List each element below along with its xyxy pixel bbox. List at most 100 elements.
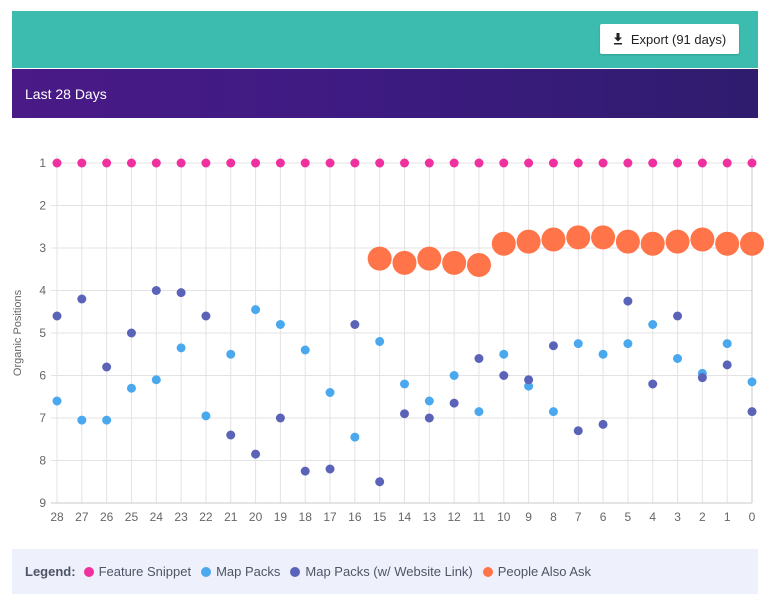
legend-title: Legend: [25, 564, 76, 579]
point-map-packs [722, 339, 732, 349]
point-feature-snippet [375, 158, 385, 168]
point-feature-snippet [673, 158, 683, 168]
point-feature-snippet [77, 158, 87, 168]
x-tick-label: 9 [525, 510, 532, 524]
x-tick-label: 22 [199, 510, 213, 524]
point-people-also-ask [591, 225, 616, 250]
x-tick-label: 26 [100, 510, 114, 524]
point-map-packs [375, 337, 385, 346]
point-feature-snippet [325, 158, 335, 168]
point-map-packs-w-website-link [201, 311, 211, 321]
x-tick-label: 21 [224, 510, 238, 524]
point-map-packs-w-website-link [548, 341, 558, 351]
point-people-also-ask [640, 231, 665, 256]
x-tick-label: 2 [699, 510, 706, 524]
point-map-packs [747, 377, 757, 387]
point-feature-snippet [648, 158, 658, 168]
point-map-packs [52, 396, 62, 406]
point-map-packs [251, 305, 261, 315]
x-tick-label: 0 [749, 510, 756, 524]
point-map-packs-w-website-link [251, 449, 261, 459]
point-feature-snippet [176, 158, 186, 168]
x-tick-label: 3 [674, 510, 681, 524]
period-header: Last 28 Days [12, 69, 758, 118]
point-map-packs-w-website-link [77, 294, 87, 304]
point-map-packs-w-website-link [375, 477, 385, 487]
point-map-packs [548, 407, 558, 417]
point-feature-snippet [275, 158, 285, 168]
export-button[interactable]: Export (91 days) [600, 24, 739, 54]
x-tick-label: 10 [497, 510, 511, 524]
point-map-packs [176, 343, 186, 353]
point-map-packs [474, 407, 484, 417]
x-tick-label: 16 [348, 510, 362, 524]
point-people-also-ask [392, 250, 417, 275]
point-feature-snippet [449, 158, 459, 168]
point-map-packs-w-website-link [52, 311, 62, 321]
point-people-also-ask [566, 225, 591, 250]
legend-item-feature-snippet[interactable]: Feature Snippet [83, 564, 191, 579]
point-map-packs-w-website-link [300, 466, 310, 476]
point-map-packs [325, 388, 335, 397]
point-feature-snippet [151, 158, 161, 168]
point-map-packs-w-website-link [648, 379, 658, 389]
point-map-packs-w-website-link [449, 398, 459, 408]
x-tick-label: 11 [473, 510, 486, 524]
point-feature-snippet [598, 158, 608, 168]
x-tick-label: 19 [274, 510, 288, 524]
point-map-packs-w-website-link [722, 360, 732, 370]
y-tick-label: 8 [39, 454, 46, 468]
y-tick-label: 9 [39, 496, 46, 510]
x-tick-label: 14 [398, 510, 412, 524]
x-tick-label: 27 [75, 510, 89, 524]
point-map-packs-w-website-link [325, 464, 335, 474]
point-map-packs [400, 379, 409, 389]
y-tick-label: 3 [39, 241, 46, 255]
point-people-also-ask [715, 231, 740, 256]
point-map-packs [598, 349, 608, 359]
point-map-packs-w-website-link [226, 430, 236, 440]
point-map-packs-w-website-link [400, 409, 409, 419]
point-map-packs-w-website-link [275, 413, 285, 423]
point-map-packs [499, 349, 509, 359]
point-people-also-ask [615, 229, 640, 254]
period-title: Last 28 Days [25, 86, 107, 102]
point-feature-snippet [226, 158, 236, 168]
point-map-packs [275, 320, 285, 329]
point-map-packs-w-website-link [747, 407, 757, 417]
point-feature-snippet [499, 158, 509, 168]
point-people-also-ask [367, 246, 392, 271]
point-map-packs [77, 415, 87, 425]
point-people-also-ask [466, 253, 491, 277]
point-map-packs [201, 411, 211, 421]
x-tick-label: 1 [724, 510, 731, 524]
x-tick-label: 8 [550, 510, 557, 524]
x-tick-label: 5 [625, 510, 632, 524]
point-map-packs [424, 396, 434, 406]
download-icon [613, 33, 622, 45]
legend-label: People Also Ask [497, 564, 591, 579]
point-map-packs [648, 320, 658, 329]
y-tick-label: 4 [39, 284, 46, 298]
point-feature-snippet [201, 158, 211, 168]
y-tick-label: 1 [39, 156, 46, 170]
point-map-packs-w-website-link [102, 362, 112, 372]
x-tick-label: 23 [174, 510, 188, 524]
point-map-packs [623, 339, 633, 349]
legend-item-map-packs[interactable]: Map Packs [201, 564, 280, 579]
point-feature-snippet [623, 158, 633, 168]
point-feature-snippet [424, 158, 434, 168]
legend-label: Map Packs [216, 564, 281, 579]
x-tick-label: 6 [600, 510, 607, 524]
chart-legend: Legend: Feature Snippet Map Packs Map Pack… [12, 549, 758, 594]
point-map-packs-w-website-link [697, 373, 707, 383]
point-people-also-ask [690, 227, 715, 252]
legend-label: Map Packs (w/ Website Link) [305, 564, 473, 579]
legend-item-people-also-ask[interactable]: People Also Ask [482, 564, 591, 579]
point-map-packs-w-website-link [598, 419, 608, 429]
legend-item-map-packs-w-website-link[interactable]: Map Packs (w/ Website Link) [290, 564, 473, 579]
point-feature-snippet [126, 158, 136, 168]
point-feature-snippet [350, 158, 360, 168]
x-tick-label: 13 [423, 510, 437, 524]
